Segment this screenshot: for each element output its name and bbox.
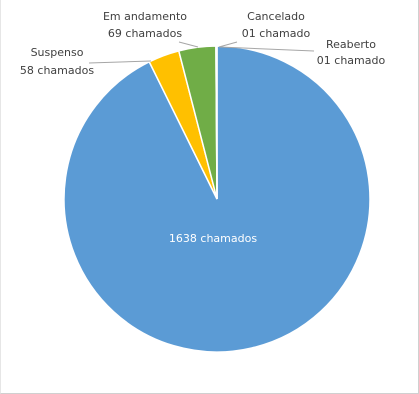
leader-line-reaberto: [219, 46, 315, 52]
slice-label-andamento-value: 69 chamados: [108, 27, 182, 40]
slice-reaberto: [215, 45, 218, 200]
slice-label-andamento-name: Em andamento: [103, 10, 187, 23]
leader-line-suspenso: [88, 60, 152, 64]
slice-label-suspenso-name: Suspenso: [31, 46, 84, 59]
pie-slices: [63, 45, 371, 353]
slice-label-reaberto-name: Reaberto: [326, 38, 376, 51]
slice-label-cancelado-value: 01 chamado: [242, 27, 311, 40]
slice-label-cancelado-name: Cancelado: [247, 10, 305, 23]
slice-label-reaberto-value: 01 chamado: [317, 54, 386, 67]
leader-lines: [88, 41, 315, 64]
slice-label-suspenso-value: 58 chamados: [20, 64, 94, 77]
slice-label-main-value: 1638 chamados: [169, 232, 257, 245]
leader-line-andamento: [178, 41, 199, 48]
leader-line-cancelado: [218, 41, 238, 48]
